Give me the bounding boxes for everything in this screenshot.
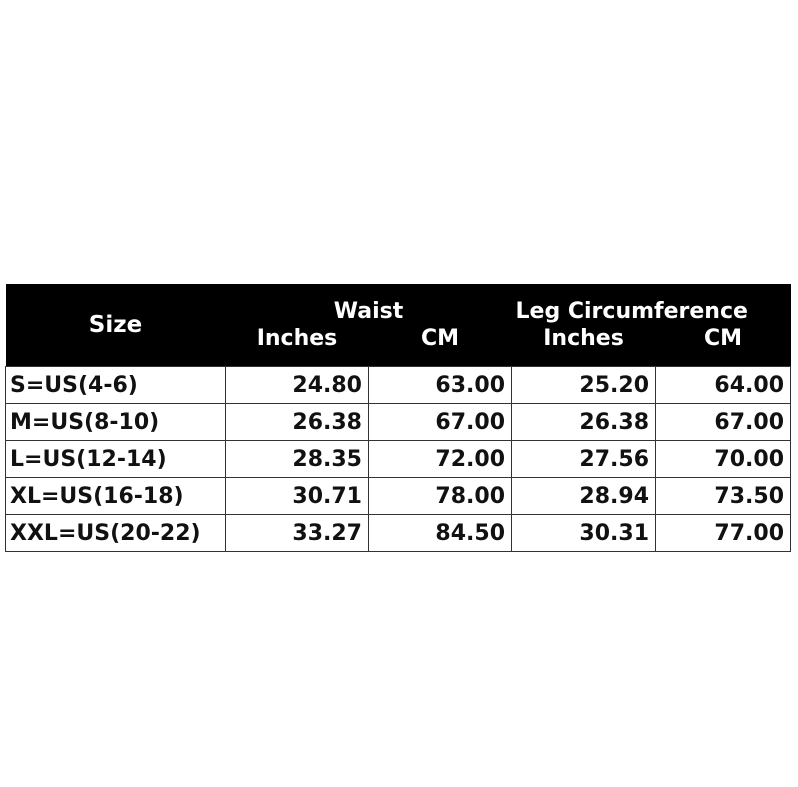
leg-inches-cell: 26.38 [511,403,657,441]
size-cell: M=US(8-10) [5,403,226,441]
size-cell: XL=US(16-18) [5,477,226,515]
size-cell: XXL=US(20-22) [5,514,226,552]
waist-inches-cell: 24.80 [225,366,369,404]
header-leg-circumference: Leg Circumference [511,284,791,326]
header-waist-inches: Inches [225,326,369,367]
table-row: XXL=US(20-22) 33.27 84.50 30.31 77.00 [5,514,792,552]
leg-inches-cell: 30.31 [511,514,657,552]
header-waist: Waist [225,284,512,326]
waist-cm-cell: 72.00 [367,440,513,478]
header-size: Size [5,284,226,367]
leg-cm-cell: 77.00 [655,514,792,552]
table-row: S=US(4-6) 24.80 63.00 25.20 64.00 [5,366,792,404]
size-cell: S=US(4-6) [5,366,226,404]
leg-inches-cell: 25.20 [511,366,657,404]
table-row: XL=US(16-18) 30.71 78.00 28.94 73.50 [5,477,792,515]
header-leg-inches: Inches [511,326,656,367]
waist-inches-cell: 30.71 [225,477,369,515]
header-waist-cm: CM [368,326,512,367]
size-cell: L=US(12-14) [5,440,226,478]
waist-cm-cell: 78.00 [367,477,513,515]
leg-cm-cell: 70.00 [655,440,792,478]
waist-inches-cell: 28.35 [225,440,369,478]
waist-cm-cell: 63.00 [367,366,513,404]
waist-inches-cell: 26.38 [225,403,369,441]
leg-inches-cell: 27.56 [511,440,657,478]
waist-inches-cell: 33.27 [225,514,369,552]
waist-cm-cell: 84.50 [367,514,513,552]
waist-cm-cell: 67.00 [367,403,513,441]
leg-inches-cell: 28.94 [511,477,657,515]
leg-cm-cell: 64.00 [655,366,792,404]
leg-cm-cell: 73.50 [655,477,792,515]
size-chart-table: Size Waist Leg Circumference Inches CM I… [5,284,792,552]
header-leg-cm: CM [655,326,791,367]
table-row: M=US(8-10) 26.38 67.00 26.38 67.00 [5,403,792,441]
table-row: L=US(12-14) 28.35 72.00 27.56 70.00 [5,440,792,478]
leg-cm-cell: 67.00 [655,403,792,441]
